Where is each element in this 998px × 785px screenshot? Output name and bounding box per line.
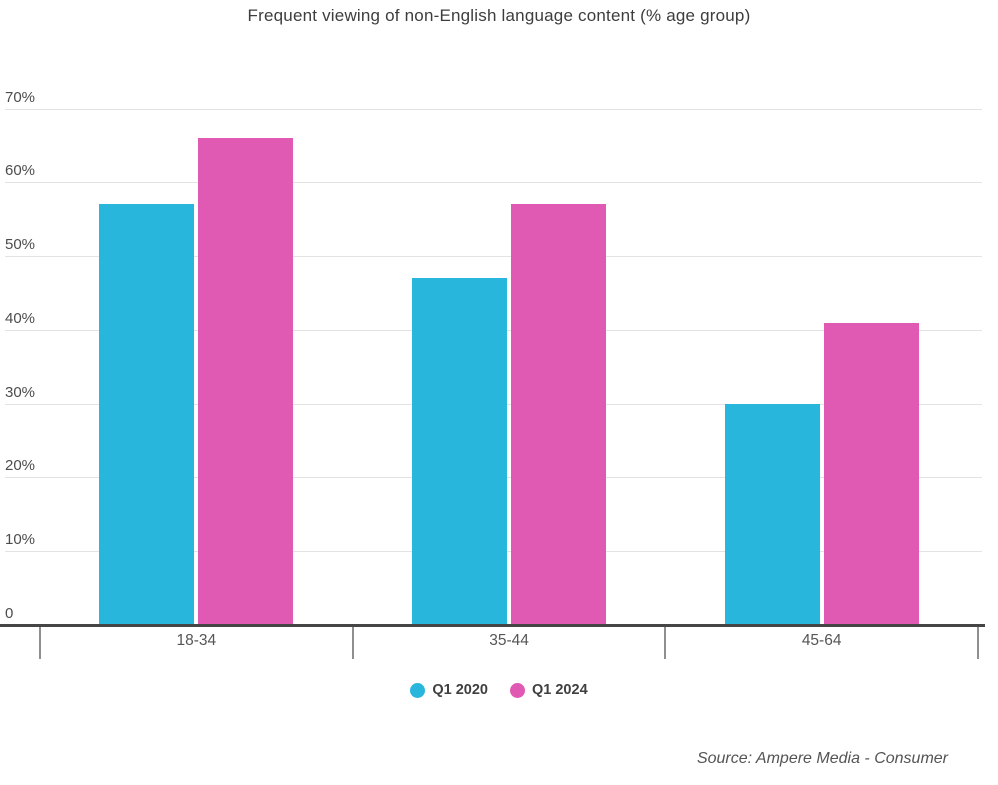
- y-axis-tick-label: 10%: [5, 531, 36, 549]
- y-axis-tick-label: 50%: [5, 236, 36, 254]
- chart-title: Frequent viewing of non-English language…: [247, 6, 751, 25]
- category-tick: [664, 627, 667, 659]
- legend: Q1 2020 Q1 2024: [0, 682, 998, 698]
- x-axis-label-35-44: 35-44: [489, 632, 529, 649]
- category-tick: [977, 627, 979, 659]
- gridline-70: [5, 108, 982, 110]
- x-axis-label-18-34: 18-34: [176, 632, 217, 649]
- legend-item-q1-2024: Q1 2024: [510, 682, 588, 698]
- legend-label: Q1 2020: [432, 682, 488, 698]
- x-axis-line: [0, 624, 985, 627]
- bar-q1-2020-45-64: [724, 403, 820, 625]
- bar-q1-2024-18-34: [198, 138, 294, 625]
- legend-swatch-q1-2024: [510, 682, 525, 698]
- bar-q1-2020-18-34: [99, 204, 195, 625]
- y-axis-tick-label: 30%: [5, 383, 36, 401]
- category-tick: [351, 627, 354, 659]
- bar-q1-2020-35-44: [412, 278, 507, 625]
- category-tick: [39, 627, 41, 659]
- y-axis-tick-label: 70%: [5, 88, 36, 106]
- y-axis-tick-label: 40%: [5, 309, 36, 327]
- bar-q1-2024-45-64: [823, 322, 919, 625]
- gridline-60: [5, 182, 982, 184]
- y-axis-tick-label: 20%: [5, 457, 36, 475]
- bar-q1-2024-35-44: [511, 204, 606, 625]
- y-axis-tick-label: 0: [5, 605, 14, 622]
- legend-label: Q1 2024: [532, 682, 588, 698]
- x-axis-label-45-64: 45-64: [801, 632, 842, 649]
- legend-item-q1-2020: Q1 2020: [410, 682, 488, 698]
- legend-swatch-q1-2020: [410, 682, 426, 698]
- source-note: Source: Ampere Media - Consumer: [696, 750, 948, 767]
- y-axis-tick-label: 60%: [5, 162, 36, 180]
- gridline-50: [5, 256, 982, 258]
